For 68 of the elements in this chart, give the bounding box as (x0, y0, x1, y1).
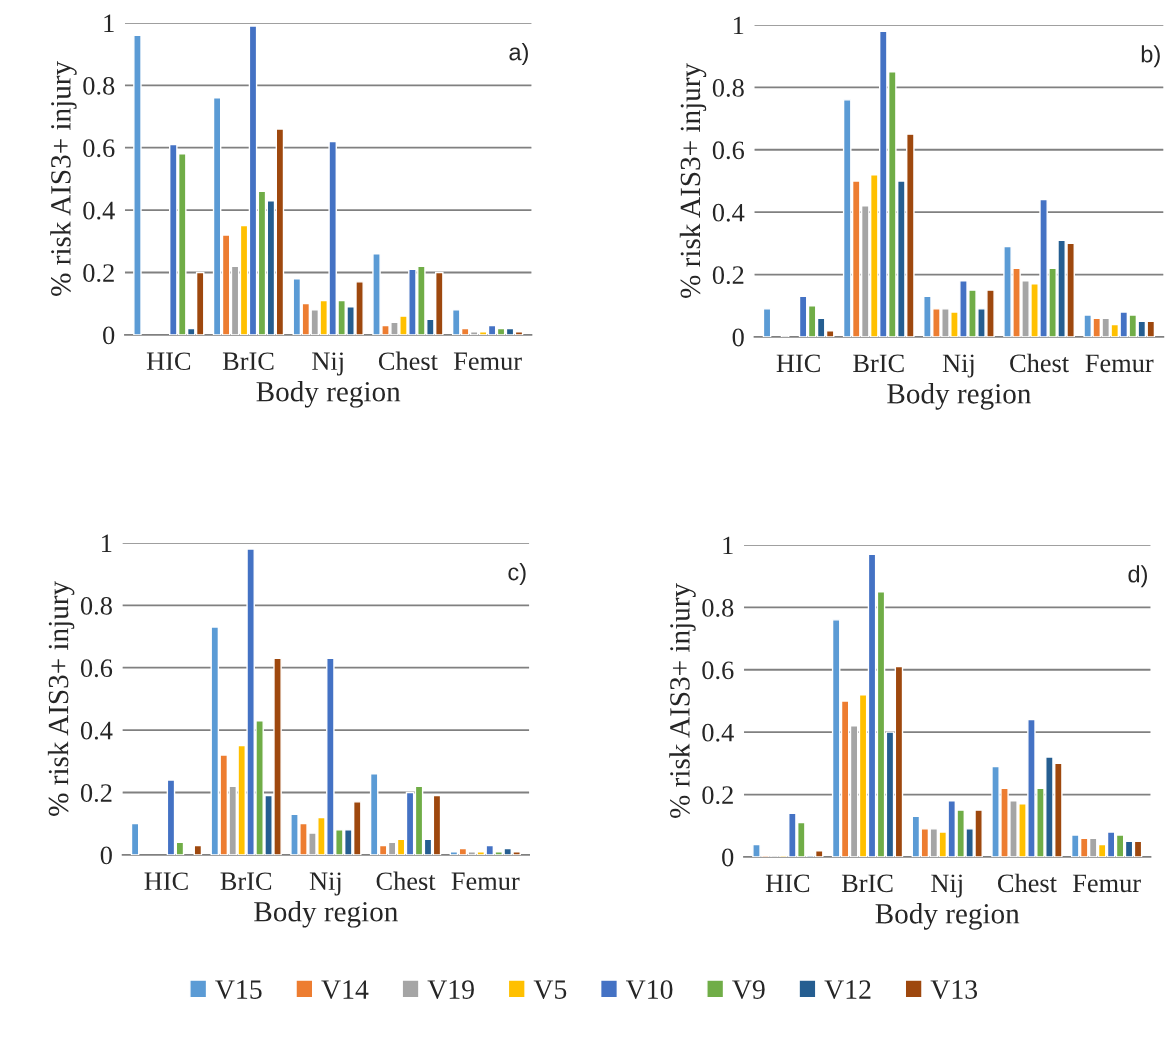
x-tick-label: Femur (1072, 874, 1141, 893)
y-tick-label: 0.4 (702, 723, 734, 742)
legend-label: V19 (427, 980, 474, 1000)
x-tick-label: BrIC (853, 354, 904, 373)
x-tick-label: BrIC (222, 352, 274, 371)
x-tick-label: HIC (146, 352, 191, 371)
y-tick-label: 0.8 (712, 78, 744, 97)
y-tick-label: 0 (722, 848, 734, 867)
x-axis-title: Body region (254, 901, 398, 928)
x-tick-label: Femur (1085, 354, 1154, 373)
x-tick-label: Chest (997, 873, 1057, 893)
x-tick-label: Chest (376, 871, 436, 891)
x-tick-label: Femur (451, 872, 520, 891)
x-tick-label: Nij (309, 872, 341, 896)
y-axis-title: % risk AIS3+ injury (50, 60, 77, 296)
y-tick-label: 1 (733, 16, 744, 35)
x-tick-label: HIC (144, 872, 188, 891)
x-tick-label: Nij (942, 354, 974, 378)
y-tick-label: 0 (100, 846, 112, 865)
bar (193, 844, 203, 855)
legend-label: V14 (321, 980, 369, 1000)
x-tick-label: Nij (312, 352, 343, 376)
y-tick-label: 0.2 (712, 266, 744, 285)
annotation: c) (508, 563, 526, 586)
legend-label: V15 (215, 980, 262, 1000)
y-axis-title: % risk AIS3+ injury (679, 63, 707, 298)
x-tick-label: Chest (378, 351, 438, 371)
x-axis-title: Body region (875, 903, 1020, 930)
x-tick-label: BrIC (220, 872, 272, 891)
legend-label: V10 (625, 980, 673, 1000)
y-tick-label: 0.6 (712, 141, 745, 160)
y-tick-label: 0.4 (83, 201, 115, 220)
bar (762, 308, 772, 337)
y-tick-label: 0.4 (712, 203, 745, 222)
y-tick-label: 0.4 (80, 721, 113, 740)
y-tick-label: 0.2 (702, 786, 733, 805)
bar (133, 34, 142, 335)
y-tick-label: 0.8 (83, 76, 115, 95)
y-tick-label: 0.6 (702, 661, 734, 680)
y-tick-label: 0 (103, 326, 115, 345)
bar (130, 822, 140, 855)
y-tick-label: 1 (104, 14, 114, 33)
y-tick-label: 0.8 (702, 598, 734, 617)
y-tick-label: 1 (723, 536, 733, 555)
annotation: a) (509, 43, 528, 66)
y-axis-title: % risk AIS3+ injury (47, 580, 75, 816)
x-tick-label: Nij (931, 874, 962, 898)
y-tick-label: 0 (732, 328, 744, 347)
y-tick-label: 1 (102, 534, 112, 553)
x-tick-label: Chest (1010, 353, 1069, 373)
legend-label: V9 (732, 980, 765, 1000)
y-tick-label: 0.2 (80, 784, 112, 803)
y-axis-title: % risk AIS3+ injury (669, 583, 696, 818)
annotation: b) (1141, 45, 1160, 68)
x-tick-label: BrIC (841, 874, 893, 893)
x-tick-label: HIC (776, 354, 820, 373)
legend-label: V13 (930, 980, 978, 1000)
x-tick-label: HIC (765, 874, 810, 893)
annotation: d) (1128, 565, 1147, 588)
legend-label: V12 (824, 980, 871, 1000)
x-axis-title: Body region (256, 381, 401, 408)
y-tick-label: 0.6 (83, 139, 115, 158)
x-axis-title: Body region (887, 383, 1031, 410)
legend-label: V5 (533, 980, 567, 1000)
y-tick-label: 0.2 (83, 264, 114, 283)
y-tick-label: 0.6 (80, 659, 113, 678)
y-tick-label: 0.8 (80, 596, 112, 615)
x-tick-label: Femur (453, 352, 522, 371)
